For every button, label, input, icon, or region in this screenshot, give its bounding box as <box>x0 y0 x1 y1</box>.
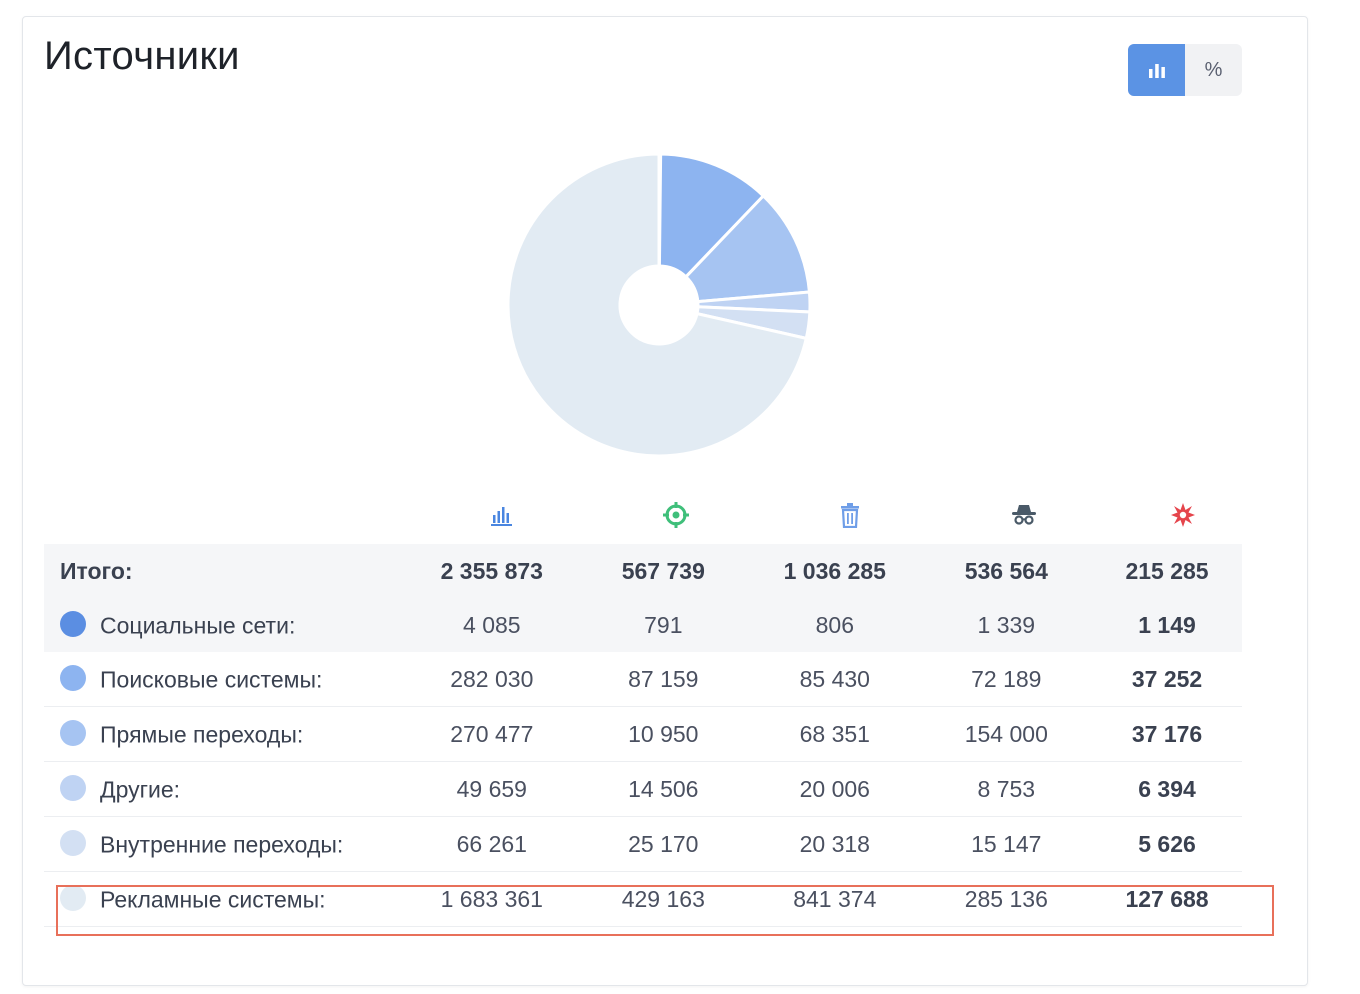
total-value: 2 355 873 <box>406 544 578 598</box>
cell-value: 20 318 <box>749 816 921 872</box>
cell-value: 1 683 361 <box>406 871 578 927</box>
cell-value: 8 753 <box>920 761 1093 817</box>
cell-value: 68 351 <box>749 706 921 762</box>
legend-dot <box>60 829 86 856</box>
percent-view-button[interactable]: % <box>1185 44 1242 96</box>
cell-value: 85 430 <box>749 652 921 707</box>
cell-value: 10 950 <box>577 706 750 762</box>
sources-pie-chart <box>506 152 812 458</box>
page-title: Источники <box>44 34 240 78</box>
cell-value: 14 506 <box>577 761 750 817</box>
cell-value: 154 000 <box>920 706 1093 762</box>
spy-icon <box>1009 500 1039 530</box>
legend-dot <box>60 664 86 691</box>
cell-value: 37 252 <box>1092 652 1242 707</box>
cell-value: 127 688 <box>1092 871 1242 927</box>
cell-value: 25 170 <box>577 816 750 872</box>
sources-table: Итого: 2 355 873 567 739 1 036 285 536 5… <box>44 544 1242 927</box>
row-name: Социальные сети: <box>44 598 407 652</box>
view-toggle: % <box>1128 44 1242 96</box>
row-name: Поисковые системы: <box>44 652 407 707</box>
legend-dot <box>60 884 86 911</box>
cell-value: 66 261 <box>406 816 578 872</box>
total-label: Итого: <box>44 544 407 598</box>
cell-value: 4 085 <box>406 598 578 652</box>
cell-value: 270 477 <box>406 706 578 762</box>
row-label: Рекламные системы: <box>100 886 326 913</box>
cell-value: 841 374 <box>749 871 921 927</box>
percent-label: % <box>1204 58 1223 81</box>
pie-svg <box>506 152 812 458</box>
total-value: 536 564 <box>920 544 1093 598</box>
visits-bar-icon <box>487 500 517 530</box>
table-row[interactable]: Внутренние переходы: 66 261 25 170 20 31… <box>44 816 1242 872</box>
total-value: 215 285 <box>1092 544 1242 598</box>
legend-dot <box>60 610 86 637</box>
row-label: Внутренние переходы: <box>100 831 344 858</box>
target-icon <box>661 500 691 530</box>
cell-value: 49 659 <box>406 761 578 817</box>
row-name: Другие: <box>44 761 407 817</box>
table-row[interactable]: Другие: 49 659 14 506 20 006 8 753 6 394 <box>44 761 1242 817</box>
cell-value: 5 626 <box>1092 816 1242 872</box>
row-name: Рекламные системы: <box>44 871 407 927</box>
chart-view-button[interactable] <box>1128 44 1185 96</box>
cell-value: 72 189 <box>920 652 1093 707</box>
cell-value: 429 163 <box>577 871 750 927</box>
cell-value: 87 159 <box>577 652 750 707</box>
cell-value: 282 030 <box>406 652 578 707</box>
cell-value: 6 394 <box>1092 761 1242 817</box>
pie-slice[interactable] <box>657 152 766 279</box>
pie-slice[interactable] <box>683 193 812 304</box>
cell-value: 15 147 <box>920 816 1093 872</box>
column-icons-row <box>44 496 1242 536</box>
cell-value: 20 006 <box>749 761 921 817</box>
pie-slice[interactable] <box>506 152 809 458</box>
burst-icon <box>1168 500 1198 530</box>
cell-value: 1 339 <box>920 598 1093 652</box>
table-row[interactable]: Социальные сети: 4 085 791 806 1 339 1 1… <box>44 598 1242 652</box>
row-label: Социальные сети: <box>100 612 296 639</box>
total-row: Итого: 2 355 873 567 739 1 036 285 536 5… <box>44 544 1242 598</box>
cell-value: 806 <box>749 598 921 652</box>
table-row[interactable]: Прямые переходы: 270 477 10 950 68 351 1… <box>44 706 1242 762</box>
row-name: Прямые переходы: <box>44 706 407 762</box>
total-value: 567 739 <box>577 544 750 598</box>
legend-dot <box>60 719 86 746</box>
table-row[interactable]: Рекламные системы: 1 683 361 429 163 841… <box>44 871 1242 927</box>
row-label: Другие: <box>100 776 181 803</box>
row-name: Внутренние переходы: <box>44 816 407 872</box>
row-label: Прямые переходы: <box>100 721 304 748</box>
row-label: Поисковые системы: <box>100 666 323 693</box>
cell-value: 791 <box>577 598 750 652</box>
total-value: 1 036 285 <box>749 544 921 598</box>
bar-chart-icon <box>1148 64 1165 78</box>
cell-value: 1 149 <box>1092 598 1242 652</box>
trash-icon <box>835 500 865 530</box>
legend-dot <box>60 774 86 801</box>
table-row[interactable]: Поисковые системы: 282 030 87 159 85 430… <box>44 652 1242 707</box>
cell-value: 37 176 <box>1092 706 1242 762</box>
cell-value: 285 136 <box>920 871 1093 927</box>
